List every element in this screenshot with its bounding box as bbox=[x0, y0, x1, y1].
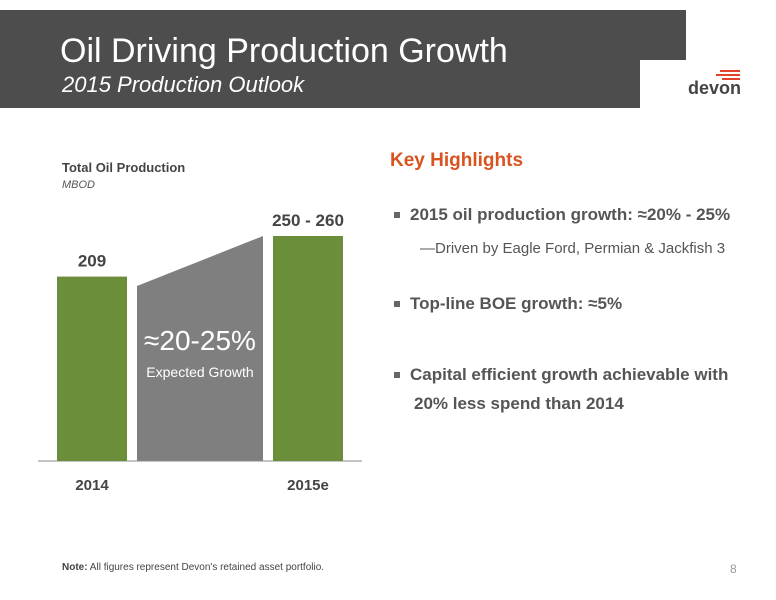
note: All figures represent Devon's retained a… bbox=[89, 562, 325, 573]
bullet: Top-line BOE growth: ≈5% bbox=[410, 294, 623, 313]
bar bbox=[57, 276, 127, 461]
x-tick-label: 2014 bbox=[75, 477, 109, 494]
bullet: 20% less spend than 2014 bbox=[414, 394, 624, 413]
annotation-title: ≈20-25% bbox=[144, 325, 256, 356]
bullet-marker bbox=[394, 212, 400, 218]
growth-shape bbox=[137, 236, 263, 461]
bar bbox=[273, 236, 343, 461]
sub-bullet: —Driven by Eagle Ford, Permian & Jackfis… bbox=[420, 240, 726, 257]
annotation: Expected Growth bbox=[146, 364, 253, 380]
logo-mark bbox=[716, 70, 740, 80]
logo: devon bbox=[688, 78, 742, 98]
slide-title: Oil Driving Production Growth bbox=[60, 32, 508, 70]
x-tick-label: 2015e bbox=[287, 477, 329, 494]
value-label: 209 bbox=[78, 252, 106, 271]
footnote: Note: All figures represent Devon's reta… bbox=[62, 562, 324, 573]
bullet: 2015 oil production growth: ≈20% - 25% bbox=[410, 205, 731, 224]
chart-subtitle: MBOD bbox=[62, 179, 95, 191]
value-label: 250 - 260 bbox=[272, 211, 344, 230]
bullet-marker bbox=[394, 301, 400, 307]
highlights-heading: Key Highlights bbox=[390, 150, 524, 171]
note-label: Note: bbox=[62, 562, 88, 573]
chart-title: Total Oil Production bbox=[62, 160, 185, 175]
bullet: Capital efficient growth achievable with bbox=[410, 365, 729, 384]
header-band bbox=[0, 60, 640, 108]
page-number: 8 bbox=[730, 562, 737, 576]
bullet-marker bbox=[394, 372, 400, 378]
chart: Total Oil Production MBOD ≈20-25% Expect… bbox=[38, 160, 362, 494]
header-band bbox=[0, 10, 686, 60]
slide-subtitle: 2015 Production Outlook bbox=[62, 72, 305, 97]
